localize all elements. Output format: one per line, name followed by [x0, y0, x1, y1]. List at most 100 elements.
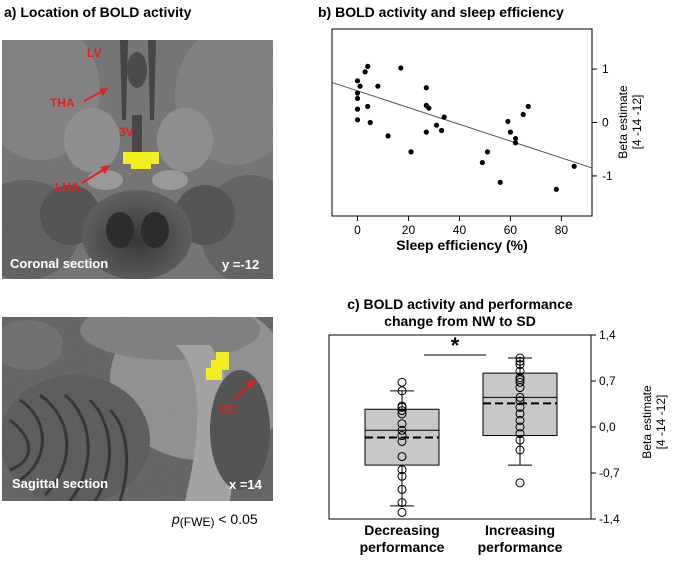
data-point — [497, 179, 503, 185]
data-point — [397, 498, 407, 508]
x-axis-label: Sleep efficiency (%) — [396, 237, 528, 253]
data-point — [512, 135, 519, 142]
data-point — [426, 105, 432, 111]
threshold-label: p(FWE) < 0.05 — [171, 511, 258, 529]
data-point — [397, 406, 407, 416]
x-tick-label: 20 — [402, 223, 416, 237]
sagittal-activation-blob — [206, 352, 229, 380]
coronal-section-label: Coronal section — [10, 256, 108, 271]
data-point — [515, 415, 525, 425]
sagittal-coordinate-label: x =14 — [229, 477, 263, 492]
x-tick-label: 40 — [453, 223, 467, 237]
data-point — [433, 122, 440, 128]
sagittal-section-label: Sagittal section — [12, 476, 108, 491]
group-label-line1: Decreasing — [364, 522, 439, 538]
data-point — [397, 436, 407, 446]
data-point — [512, 140, 519, 146]
y-tick-label: 1 — [602, 62, 609, 76]
data-point — [375, 83, 381, 89]
x-tick-label: 60 — [504, 223, 518, 237]
y-tick-label: 0 — [602, 116, 609, 130]
y-tick-label: -1 — [602, 169, 613, 183]
data-point — [397, 471, 407, 481]
data-point — [397, 425, 407, 435]
coronal-coordinate-label: y =-12 — [222, 257, 259, 272]
data-point — [397, 452, 407, 462]
data-point — [515, 409, 525, 419]
regression-line — [331, 81, 593, 169]
data-point — [354, 106, 361, 112]
group-label-line1: Increasing — [485, 522, 555, 538]
data-point — [515, 429, 525, 439]
y-axis-label: Beta estimate — [616, 85, 630, 159]
data-point — [423, 129, 429, 135]
data-point — [397, 409, 407, 419]
group-label-line2: performance — [478, 539, 563, 555]
y-axis-label: Beta estimate — [640, 385, 654, 459]
data-point — [515, 377, 525, 387]
label-3v: 3V — [119, 125, 134, 139]
y-tick-label: 0,0 — [599, 420, 616, 434]
data-point — [354, 78, 361, 84]
data-point — [515, 445, 525, 455]
x-tick-label: 0 — [354, 223, 361, 237]
data-point — [515, 478, 525, 488]
data-point — [479, 159, 485, 166]
y-tick-label: 1,4 — [599, 328, 616, 342]
data-point — [520, 111, 526, 118]
label-lha: LHA — [55, 180, 80, 194]
data-point — [423, 85, 429, 91]
y-axis-label-coords: [4 -14 -12] — [654, 395, 668, 450]
data-point — [367, 119, 373, 126]
sagittal-annotations: OC — [219, 379, 256, 416]
data-point — [408, 149, 414, 155]
data-point — [441, 114, 447, 120]
y-tick-label: -0,7 — [599, 466, 620, 480]
coronal-mri-image — [2, 40, 273, 279]
group-label-line2: performance — [360, 539, 445, 555]
data-point — [505, 118, 511, 125]
data-point — [553, 186, 559, 192]
box-title-line2: change from NW to SD — [384, 313, 536, 329]
data-point — [365, 63, 371, 69]
data-point — [507, 129, 514, 135]
data-point — [515, 366, 525, 376]
coronal-annotations: LV THA 3V LHA — [50, 46, 134, 194]
data-point — [515, 356, 525, 366]
threshold-p: p — [171, 511, 180, 527]
label-tha: THA — [50, 96, 75, 110]
label-lv: LV — [87, 46, 101, 60]
data-point — [515, 383, 525, 393]
scatter-chart: b) BOLD activity and sleep efficiency 0 20… — [318, 4, 644, 253]
sagittal-mri-image — [2, 317, 273, 501]
data-point — [439, 127, 445, 134]
data-point — [398, 65, 404, 71]
label-oc: OC — [219, 402, 237, 416]
data-point — [515, 353, 525, 363]
panel-a-title: a) Location of BOLD activity — [4, 4, 192, 20]
data-point — [365, 103, 371, 110]
data-point — [397, 377, 407, 387]
data-point — [354, 90, 361, 96]
data-point — [354, 117, 361, 123]
data-point — [397, 419, 407, 429]
data-point — [515, 360, 525, 370]
data-point — [397, 386, 407, 396]
box-title-line1: c) BOLD activity and performance — [347, 296, 573, 312]
data-point — [397, 402, 407, 412]
data-point — [354, 95, 361, 102]
y-tick-label: 0,7 — [599, 374, 616, 388]
y-tick-label: -1,4 — [599, 512, 620, 526]
x-tick-label: 80 — [555, 223, 569, 237]
data-point — [397, 465, 407, 475]
data-point — [362, 69, 368, 75]
significance-marker: * — [451, 333, 460, 358]
data-point — [515, 402, 525, 412]
data-point — [397, 431, 407, 441]
data-point — [515, 422, 525, 432]
data-point — [397, 484, 407, 494]
threshold-value: < 0.05 — [214, 511, 257, 527]
